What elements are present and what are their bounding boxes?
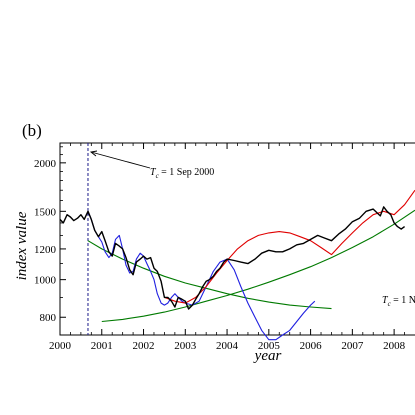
series-line-0 <box>59 206 406 310</box>
series-line-1 <box>87 211 316 341</box>
annotation-text: Tc = 1 N <box>382 295 415 308</box>
x-tick-label: 2000 <box>49 340 72 352</box>
annotation-arrowhead <box>89 150 98 157</box>
annotation-text: Tc = 1 Sep 2000 <box>150 167 214 180</box>
y-tick-label: 1500 <box>34 206 57 218</box>
annotations: Tc = 1 Sep 2000 Tc = 1 N <box>89 150 415 308</box>
annotation-arrow <box>90 151 151 169</box>
x-tick-label: 2001 <box>91 340 113 352</box>
y-tick-label: 800 <box>40 312 57 324</box>
y-tick-label: 1000 <box>34 275 57 287</box>
x-tick-label: 2005 <box>258 340 281 352</box>
x-tick-label: 2008 <box>383 340 406 352</box>
x-tick-label: 2003 <box>174 340 197 352</box>
x-tick-label: 2007 <box>341 340 364 352</box>
series-line-3 <box>101 209 415 323</box>
series-line-4 <box>87 240 332 310</box>
x-tick-label: 2004 <box>216 340 239 352</box>
y-tick-label: 2000 <box>34 158 57 170</box>
x-tick-label: 2002 <box>133 340 155 352</box>
panel-label: (b) <box>22 121 42 140</box>
x-axis-label: year <box>253 348 282 364</box>
x-tick-label: 2006 <box>300 340 323 352</box>
y-tick-label: 1200 <box>34 244 57 256</box>
axes-frame: 2000 2001 2002 2003 2004 2005 2006 2007 2008 800 1… <box>34 142 415 352</box>
series-line-2 <box>164 189 415 304</box>
plot-frame <box>59 142 415 336</box>
y-axis-label: index value <box>14 211 30 280</box>
series-group <box>59 189 415 341</box>
